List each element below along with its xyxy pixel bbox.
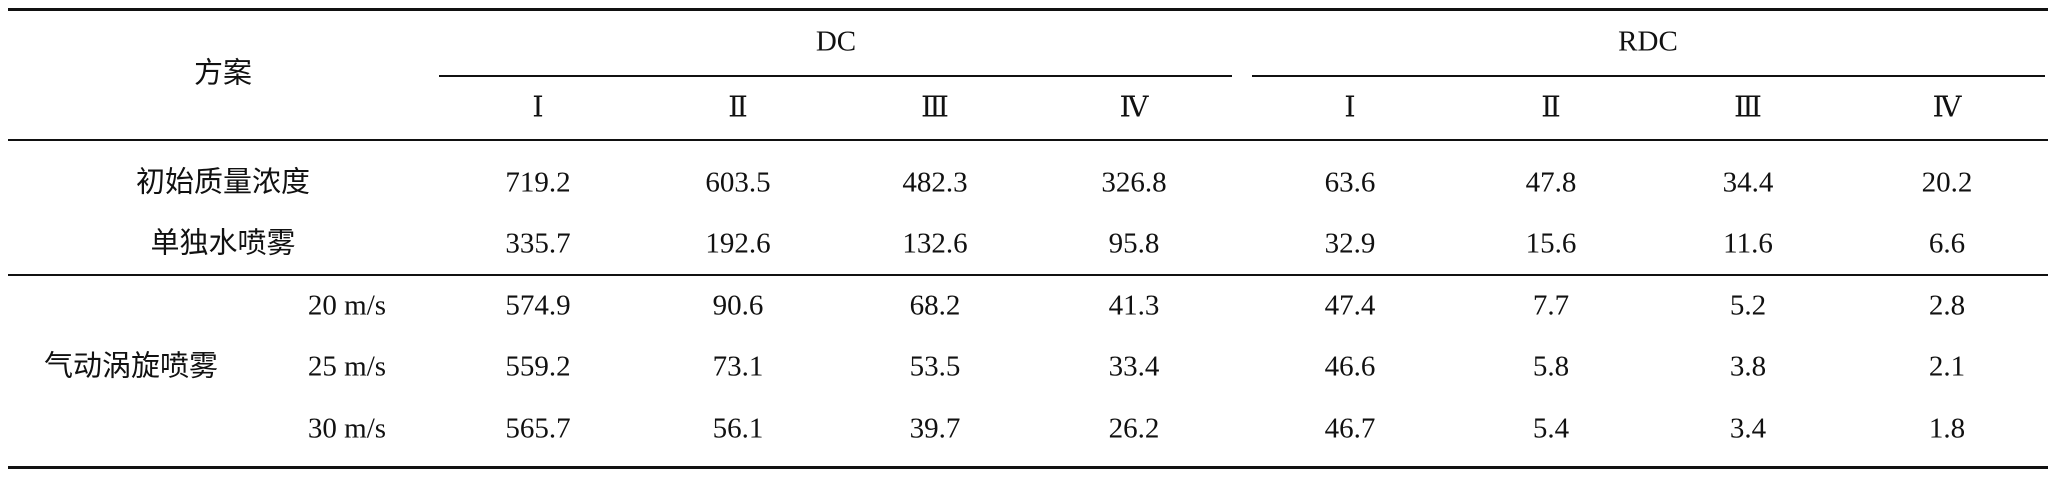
value: 47.4 [1324, 289, 1376, 322]
value: 39.7 [909, 412, 961, 445]
speed-label: 25 m/s [307, 350, 387, 383]
column-header: Ⅲ [921, 91, 949, 124]
column-header: Ⅰ [532, 91, 544, 124]
group-label: 气动涡旋喷雾 [43, 350, 219, 383]
value: 90.6 [712, 289, 764, 322]
value: 15.6 [1525, 227, 1577, 260]
scheme-header: 方案 [193, 57, 253, 90]
dc-group-rule [439, 75, 1232, 77]
value: 3.8 [1729, 350, 1767, 383]
value: 47.8 [1525, 166, 1577, 199]
group-header: DC [815, 25, 857, 58]
value: 719.2 [505, 166, 571, 199]
group-header: RDC [1618, 25, 1678, 58]
value: 46.6 [1324, 350, 1376, 383]
value: 7.7 [1532, 289, 1570, 322]
column-header: Ⅳ [1932, 91, 1962, 124]
value: 46.7 [1324, 412, 1376, 445]
value: 63.6 [1324, 166, 1376, 199]
rdc-group-rule [1252, 75, 2045, 77]
value: 1.8 [1928, 412, 1966, 445]
value: 565.7 [505, 412, 571, 445]
value: 5.4 [1532, 412, 1570, 445]
top-rule [8, 8, 2048, 11]
value: 34.4 [1722, 166, 1774, 199]
value: 5.8 [1532, 350, 1570, 383]
value: 73.1 [712, 350, 764, 383]
value: 6.6 [1928, 227, 1966, 260]
column-header: Ⅲ [1734, 91, 1762, 124]
speed-label: 20 m/s [307, 289, 387, 322]
value: 482.3 [902, 166, 968, 199]
bottom-rule [8, 466, 2048, 469]
speed-label: 30 m/s [307, 412, 387, 445]
column-header: Ⅰ [1344, 91, 1356, 124]
header-rule [8, 139, 2048, 141]
value: 192.6 [705, 227, 771, 260]
value: 95.8 [1108, 227, 1160, 260]
value: 68.2 [909, 289, 961, 322]
value: 326.8 [1101, 166, 1167, 199]
value: 11.6 [1723, 227, 1773, 260]
value: 603.5 [705, 166, 771, 199]
value: 53.5 [909, 350, 961, 383]
column-header: Ⅱ [728, 91, 748, 124]
value: 132.6 [902, 227, 968, 260]
value: 33.4 [1108, 350, 1160, 383]
value: 26.2 [1108, 412, 1160, 445]
column-header: Ⅱ [1541, 91, 1561, 124]
value: 32.9 [1324, 227, 1376, 260]
value: 41.3 [1108, 289, 1160, 322]
value: 559.2 [505, 350, 571, 383]
value: 56.1 [712, 412, 764, 445]
value: 2.1 [1928, 350, 1966, 383]
column-header: Ⅳ [1119, 91, 1149, 124]
row-label: 初始质量浓度 [135, 166, 311, 199]
value: 574.9 [505, 289, 571, 322]
value: 335.7 [505, 227, 571, 260]
section-rule [8, 274, 2048, 276]
value: 20.2 [1921, 166, 1973, 199]
row-label: 单独水喷雾 [150, 227, 296, 260]
value: 3.4 [1729, 412, 1767, 445]
value: 5.2 [1729, 289, 1767, 322]
value: 2.8 [1928, 289, 1966, 322]
